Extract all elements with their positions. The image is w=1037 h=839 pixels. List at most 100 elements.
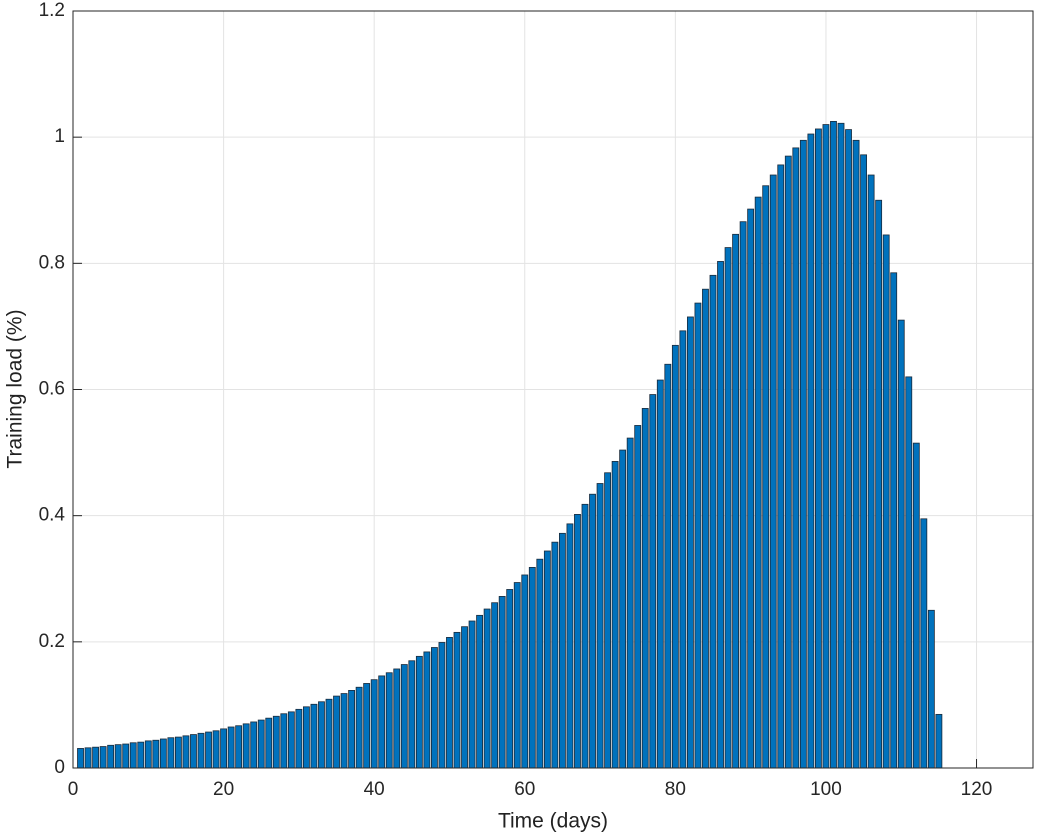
- bar: [340, 693, 348, 769]
- bar: [385, 672, 393, 769]
- bar: [830, 120, 837, 769]
- bar: [799, 139, 807, 769]
- bar: [114, 744, 122, 769]
- bar: [882, 234, 890, 769]
- bar: [927, 609, 935, 769]
- y-tick-label: 1.2: [39, 0, 65, 21]
- bar: [890, 272, 898, 769]
- bar: [807, 133, 815, 769]
- x-tick-label: 0: [68, 779, 79, 800]
- bar: [235, 725, 243, 769]
- x-tick-label: 120: [961, 779, 993, 800]
- bar: [400, 664, 408, 769]
- x-tick-label: 60: [514, 779, 535, 800]
- bar: [769, 174, 777, 769]
- bar: [272, 715, 280, 769]
- bar: [227, 726, 235, 769]
- bar: [641, 408, 649, 769]
- bar: [167, 737, 175, 769]
- bar: [302, 706, 310, 769]
- bar: [664, 363, 672, 769]
- bar: [792, 147, 800, 769]
- bar: [596, 483, 604, 769]
- bar: [415, 655, 423, 769]
- bar: [318, 701, 325, 769]
- bar: [152, 739, 160, 769]
- axes-box: [72, 10, 1034, 769]
- bar: [144, 740, 152, 769]
- bar: [498, 596, 506, 769]
- x-tick-label: 80: [665, 779, 686, 800]
- bar: [430, 647, 438, 769]
- bar: [702, 288, 709, 769]
- bar: [747, 208, 755, 769]
- bar: [107, 744, 115, 769]
- bar: [604, 472, 612, 769]
- bar: [348, 690, 356, 769]
- bar: [212, 730, 220, 769]
- y-tick-label: 0: [54, 757, 65, 778]
- bar: [860, 154, 868, 769]
- bar: [99, 746, 107, 769]
- bar: [513, 582, 521, 769]
- bar: [197, 732, 205, 769]
- bar: [611, 461, 619, 769]
- bar: [423, 651, 431, 769]
- x-tick-label: 20: [213, 779, 234, 800]
- bar: [694, 302, 702, 769]
- bar: [687, 316, 694, 769]
- bar: [551, 541, 559, 769]
- bar: [468, 620, 476, 769]
- y-tick-label: 0.2: [39, 631, 65, 652]
- bar: [581, 503, 589, 769]
- bar: [182, 735, 190, 769]
- bar: [784, 155, 792, 769]
- bar: [506, 589, 514, 769]
- bar: [619, 449, 627, 769]
- bar: [536, 558, 544, 769]
- bar: [174, 736, 182, 769]
- x-tick-label: 40: [364, 779, 385, 800]
- bar: [528, 566, 536, 769]
- bar: [543, 550, 551, 769]
- bar: [709, 274, 717, 769]
- bar: [159, 738, 167, 769]
- bar: [935, 713, 943, 769]
- bar: [393, 668, 401, 769]
- bar: [265, 717, 273, 769]
- bar: [205, 731, 212, 769]
- bar: [739, 221, 747, 769]
- bar: [815, 128, 822, 769]
- bar: [287, 711, 295, 769]
- bar: [566, 523, 574, 769]
- bar: [491, 602, 499, 769]
- bar: [912, 442, 920, 769]
- bar: [589, 493, 596, 769]
- bar: [754, 196, 762, 769]
- bar: [92, 746, 99, 769]
- bar: [920, 518, 928, 769]
- bar: [822, 124, 830, 769]
- bar: [325, 698, 333, 769]
- bar: [220, 728, 228, 769]
- bar: [717, 261, 724, 769]
- bar: [521, 574, 529, 769]
- y-tick-label: 0.6: [39, 379, 65, 400]
- bar: [476, 614, 484, 769]
- bar: [310, 703, 318, 769]
- bar: [378, 675, 386, 769]
- bar: [483, 608, 491, 769]
- bar: [333, 695, 340, 769]
- bar: [837, 122, 845, 769]
- bar: [242, 723, 250, 769]
- bar: [363, 683, 371, 769]
- bar: [77, 748, 84, 769]
- bar: [679, 330, 687, 769]
- bar: [250, 721, 258, 769]
- bar: [574, 514, 581, 769]
- bar: [280, 713, 288, 769]
- bar: [355, 686, 363, 769]
- bar: [724, 247, 732, 769]
- bar: [137, 741, 145, 769]
- bar: [626, 437, 634, 769]
